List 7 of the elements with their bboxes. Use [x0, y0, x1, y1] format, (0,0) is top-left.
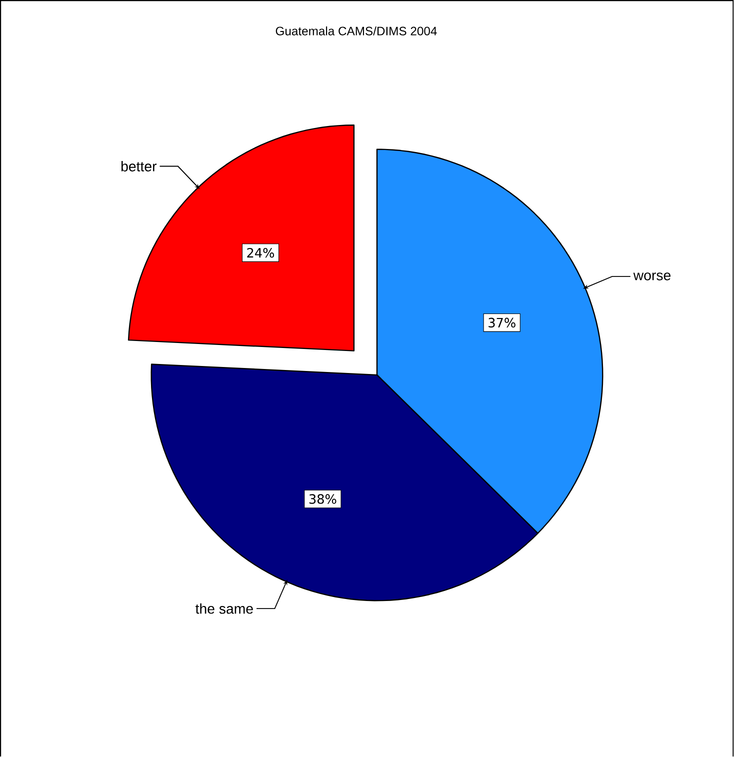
chart-title: Guatemala CAMS/DIMS 2004 — [276, 26, 437, 36]
data-label: 38% — [310, 494, 336, 504]
data-label: 24% — [247, 248, 274, 258]
data-label: 37% — [488, 318, 516, 328]
slice-label: better — [122, 161, 157, 172]
slice-label: the same — [196, 603, 254, 614]
slice-label: worse — [633, 272, 671, 280]
